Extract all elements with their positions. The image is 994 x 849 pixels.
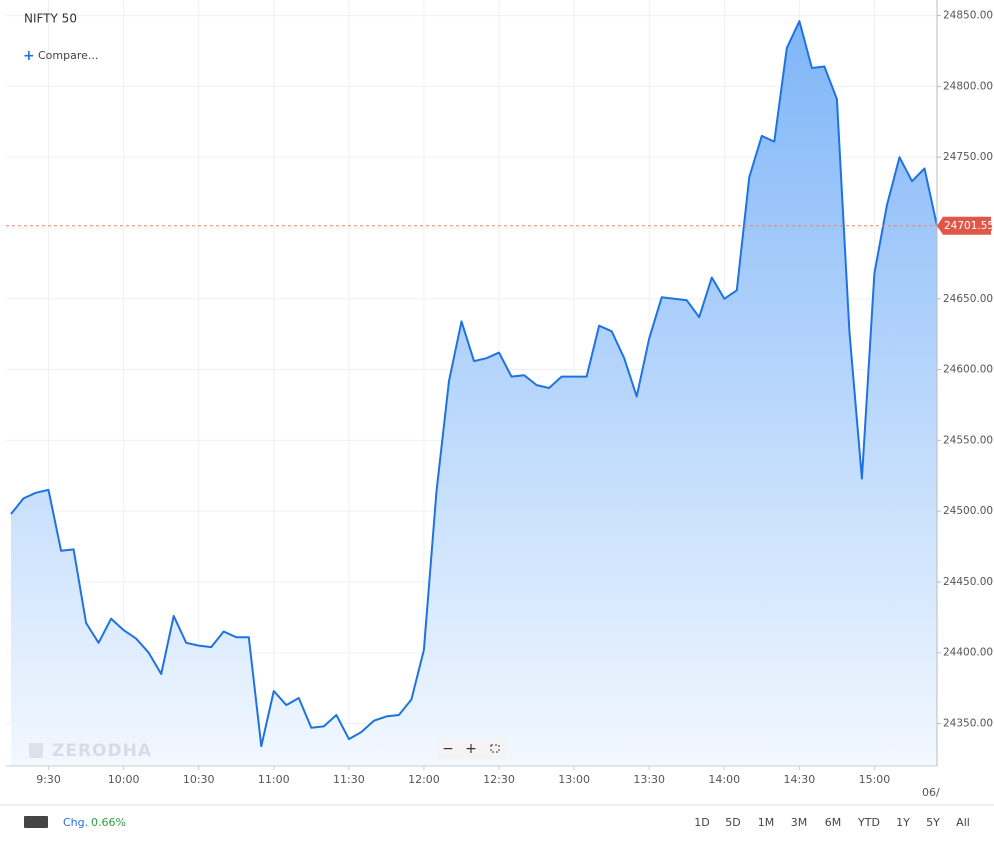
range-button[interactable]: 1Y (896, 816, 910, 829)
y-tick-label: 24450.00 (943, 576, 993, 588)
y-tick-label: 24750.00 (943, 151, 993, 163)
compare-plus[interactable]: + (23, 48, 35, 64)
y-tick-label: 24850.00 (943, 10, 993, 22)
range-button[interactable]: All (956, 816, 970, 829)
range-button[interactable]: YTD (857, 816, 880, 829)
x-tick-label: 13:00 (558, 773, 590, 786)
zoom-out[interactable]: − (442, 741, 454, 757)
y-tick-label: 24500.00 (943, 505, 993, 517)
x-tick-label: 10:00 (108, 773, 140, 786)
plot (10, 20, 938, 766)
watermark: ZERODHA (52, 741, 152, 761)
range-button[interactable]: 5Y (926, 816, 940, 829)
x-tick-label: 13:30 (633, 773, 665, 786)
range-button[interactable]: 1D (694, 816, 709, 829)
keyboard-icon[interactable] (24, 816, 48, 828)
x-tick-label: 10:30 (183, 773, 215, 786)
symbol-title: NIFTY 50 (24, 12, 77, 26)
range-buttons: 1D 5D 1M 3M 6M YTD 1Y 5Y All (694, 816, 970, 829)
x-tick-label: 15:00 (859, 773, 891, 786)
date-label: 06/ (922, 786, 940, 799)
x-tick-label: 11:30 (333, 773, 365, 786)
y-tick-label: 24650.00 (943, 293, 993, 305)
y-tick-label: 24400.00 (943, 647, 993, 659)
fullscreen[interactable] (490, 744, 500, 753)
compare-button[interactable]: Compare... (38, 49, 98, 62)
zoom-controls (437, 739, 507, 759)
range-button[interactable]: 3M (791, 816, 808, 829)
change-value: 0.66% (91, 816, 126, 829)
range-button[interactable]: 1M (758, 816, 775, 829)
range-button[interactable]: 5D (725, 816, 740, 829)
x-tick-label: 11:00 (258, 773, 290, 786)
last-price-badge (937, 216, 991, 235)
x-tick-label: 12:30 (483, 773, 515, 786)
y-tick-label: 24550.00 (943, 434, 993, 446)
range-button[interactable]: 6M (825, 816, 842, 829)
x-tick-label: 9:30 (36, 773, 61, 786)
y-tick-label: 24800.00 (943, 80, 993, 92)
x-tick-label: 12:00 (408, 773, 440, 786)
line (10, 20, 938, 748)
last-price-label: 24701.55 (944, 220, 994, 232)
change-label: Chg. (63, 816, 88, 829)
x-tick-label: 14:30 (784, 773, 816, 786)
y-tick-label: 24350.00 (943, 718, 993, 730)
x-tick-label: 14:00 (708, 773, 740, 786)
area (11, 21, 937, 766)
zoom-in[interactable]: + (465, 741, 477, 757)
watermark-logo (29, 743, 43, 758)
y-tick-label: 24600.00 (943, 364, 993, 376)
